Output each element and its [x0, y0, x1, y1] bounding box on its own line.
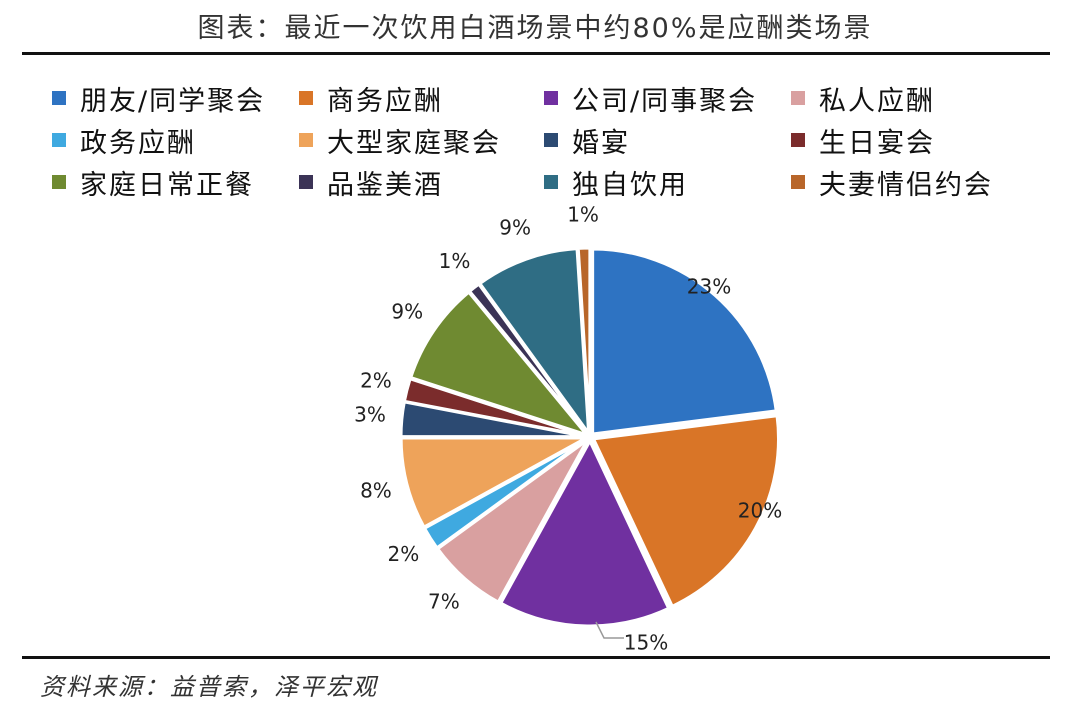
source-note: 资料来源：益普索，泽平宏观 [40, 673, 378, 701]
legend-label: 独自饮用 [572, 169, 688, 201]
top-rule [22, 52, 1050, 55]
legend-swatch [299, 133, 313, 147]
slice-label: 8% [360, 478, 392, 502]
legend-label: 夫妻情侣约会 [819, 169, 993, 201]
pie-slice [576, 246, 592, 434]
legend-label: 公司/同事聚会 [572, 85, 758, 117]
legend-swatch [52, 175, 66, 189]
legend-label: 私人应酬 [819, 85, 935, 117]
legend-label: 家庭日常正餐 [80, 169, 254, 201]
legend-item: 生日宴会 [791, 124, 1031, 159]
legend-label: 商务应酬 [327, 85, 443, 117]
legend-swatch [52, 133, 66, 147]
slice-label: 2% [360, 369, 392, 393]
chart-title: 图表：最近一次饮用白酒场景中约80%是应酬类场景 [197, 13, 873, 44]
legend-swatch [544, 133, 558, 147]
pie-slice [408, 290, 592, 438]
legend-swatch [791, 175, 805, 189]
legend-item: 品鉴美酒 [299, 166, 544, 201]
legend-item: 朋友/同学聚会 [52, 82, 299, 117]
slice-label: 3% [354, 403, 386, 427]
pie-slice [399, 436, 587, 530]
pie-slice [591, 414, 781, 609]
legend-label: 政务应酬 [80, 127, 196, 159]
legend-item: 政务应酬 [52, 124, 299, 159]
legend-item: 独自饮用 [544, 166, 791, 201]
bottom-rule [22, 656, 1050, 659]
legend-item: 家庭日常正餐 [52, 166, 299, 201]
chart-legend: 朋友/同学聚会 商务应酬 公司/同事聚会 私人应酬政务应酬 大型家庭聚会 婚宴 生日宴会家庭… [52, 82, 1052, 201]
legend-item: 大型家庭聚会 [299, 124, 544, 159]
slice-label: 9% [391, 299, 423, 323]
slice-label: 23% [687, 275, 731, 299]
legend-swatch [544, 175, 558, 189]
slice-label: 1% [439, 249, 471, 273]
legend-swatch [544, 91, 558, 105]
slice-label: 9% [499, 216, 531, 240]
legend-item: 婚宴 [544, 124, 791, 159]
slice-label: 15% [624, 631, 668, 655]
legend-item: 公司/同事聚会 [544, 82, 791, 117]
legend-swatch [52, 91, 66, 105]
legend-swatch [299, 91, 313, 105]
legend-label: 品鉴美酒 [327, 169, 443, 201]
leader-line [595, 621, 624, 639]
legend-label: 婚宴 [572, 127, 630, 159]
slice-label: 1% [567, 203, 599, 227]
legend-swatch [791, 133, 805, 147]
legend-swatch [791, 91, 805, 105]
legend-label: 大型家庭聚会 [327, 127, 501, 159]
legend-item: 商务应酬 [299, 82, 544, 117]
legend-label: 生日宴会 [819, 127, 935, 159]
pie-slice [498, 437, 671, 628]
legend-item: 夫妻情侣约会 [791, 166, 1031, 201]
slice-label: 7% [428, 589, 460, 613]
legend-label: 朋友/同学聚会 [80, 85, 266, 117]
pie-slice [477, 247, 591, 439]
slice-label: 20% [738, 499, 782, 523]
slice-label: 2% [388, 542, 420, 566]
legend-swatch [299, 175, 313, 189]
legend-item: 私人应酬 [791, 82, 1031, 117]
pie-slice [591, 247, 778, 436]
